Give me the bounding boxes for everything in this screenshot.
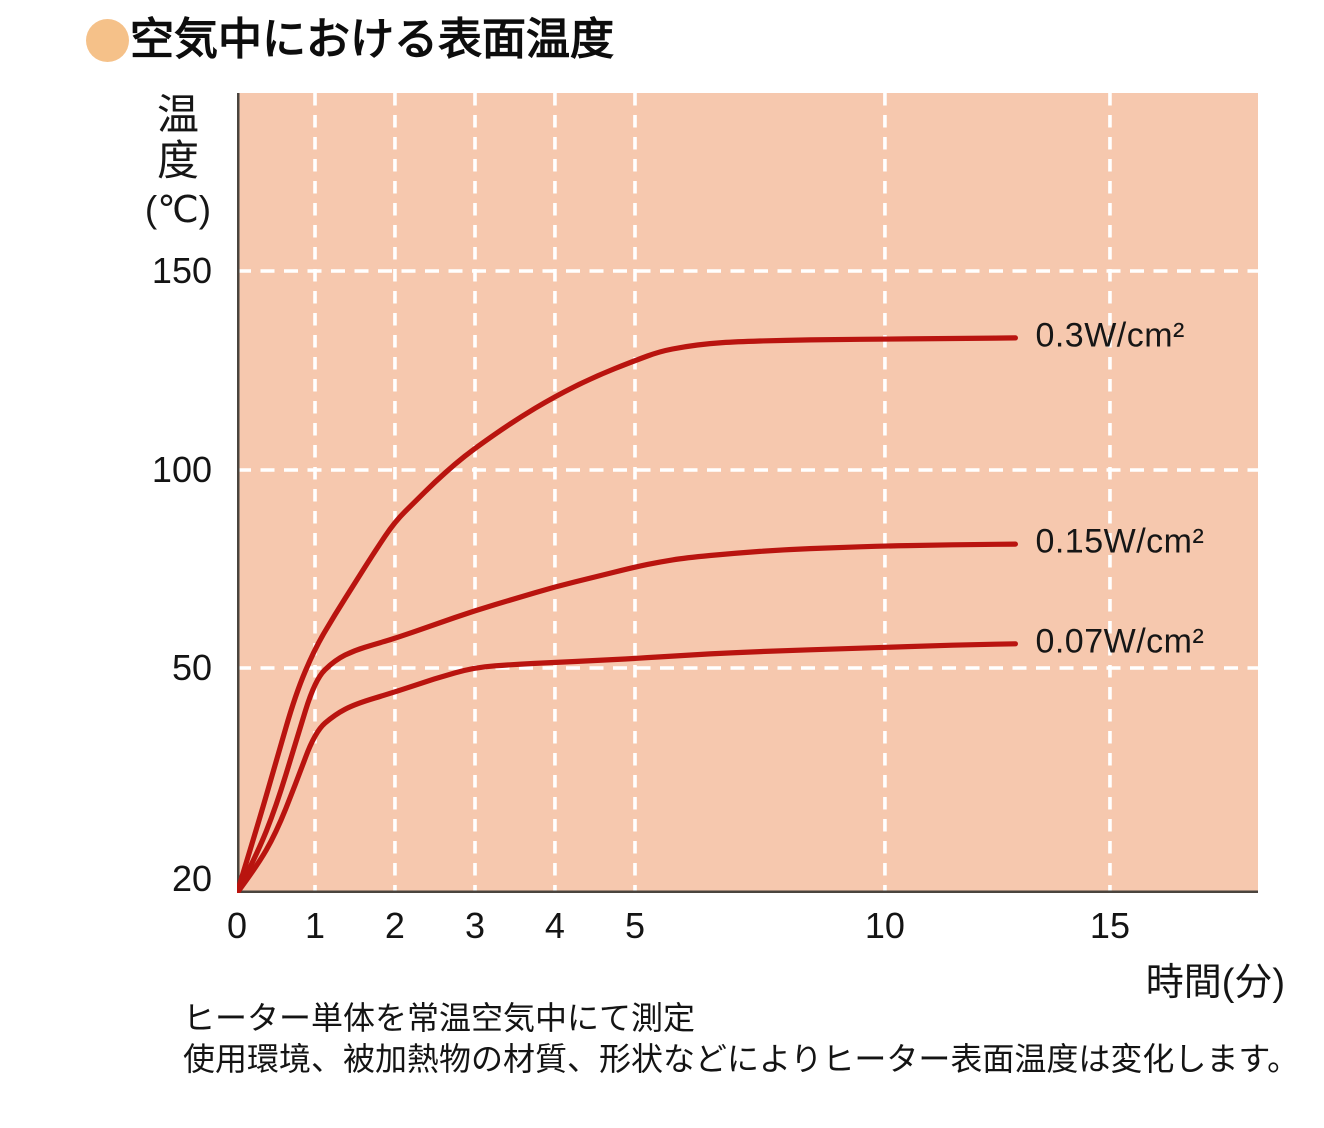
series-label-0.07W-per-cm2: 0.07W/cm² <box>1035 622 1205 661</box>
y-axis-title: 温 度 (℃) <box>133 92 223 230</box>
x-axis-title: 時間(分) <box>1145 962 1285 1004</box>
y-axis-title-char-1: 温 <box>156 91 199 138</box>
y-axis-unit: (℃) <box>144 189 212 230</box>
y-axis-title-char-2: 度 <box>156 137 199 184</box>
x-tick-label-4: 4 <box>544 905 565 946</box>
series-label-0.3W-per-cm2: 0.3W/cm² <box>1035 316 1185 355</box>
x-tick-label-1: 1 <box>304 905 326 946</box>
title-bullet-icon <box>86 18 129 62</box>
y-tick-label-50: 50 <box>171 647 212 688</box>
x-tick-label-2: 2 <box>384 905 405 946</box>
series-curve-0.3W-per-cm2 <box>237 335 1018 893</box>
note-line-1: ヒーター単体を常温空気中にて測定 <box>183 1000 696 1036</box>
plot-area <box>237 93 1258 893</box>
y-tick-label-20: 20 <box>171 858 212 899</box>
series-curve-0.15W-per-cm2 <box>237 541 1018 893</box>
x-tick-label-0: 0 <box>226 905 248 946</box>
series-curve-0.07W-per-cm2 <box>237 641 1018 893</box>
plot-svg <box>237 93 1258 893</box>
y-tick-label-100: 100 <box>151 449 212 490</box>
x-tick-label-5: 5 <box>624 905 645 946</box>
series-label-0.15W-per-cm2: 0.15W/cm² <box>1035 522 1205 561</box>
chart-title-row: 空気中における表面温度 <box>86 15 614 64</box>
y-tick-label-150: 150 <box>151 250 212 291</box>
x-tick-label-3: 3 <box>464 905 485 946</box>
x-tick-label-15: 15 <box>1089 905 1130 946</box>
page-title: 空気中における表面温度 <box>130 15 614 64</box>
note-line-2: 使用環境、被加熱物の材質、形状などによりヒーター表面温度は変化します。 <box>183 1041 1300 1077</box>
x-tick-label-10: 10 <box>864 905 905 946</box>
